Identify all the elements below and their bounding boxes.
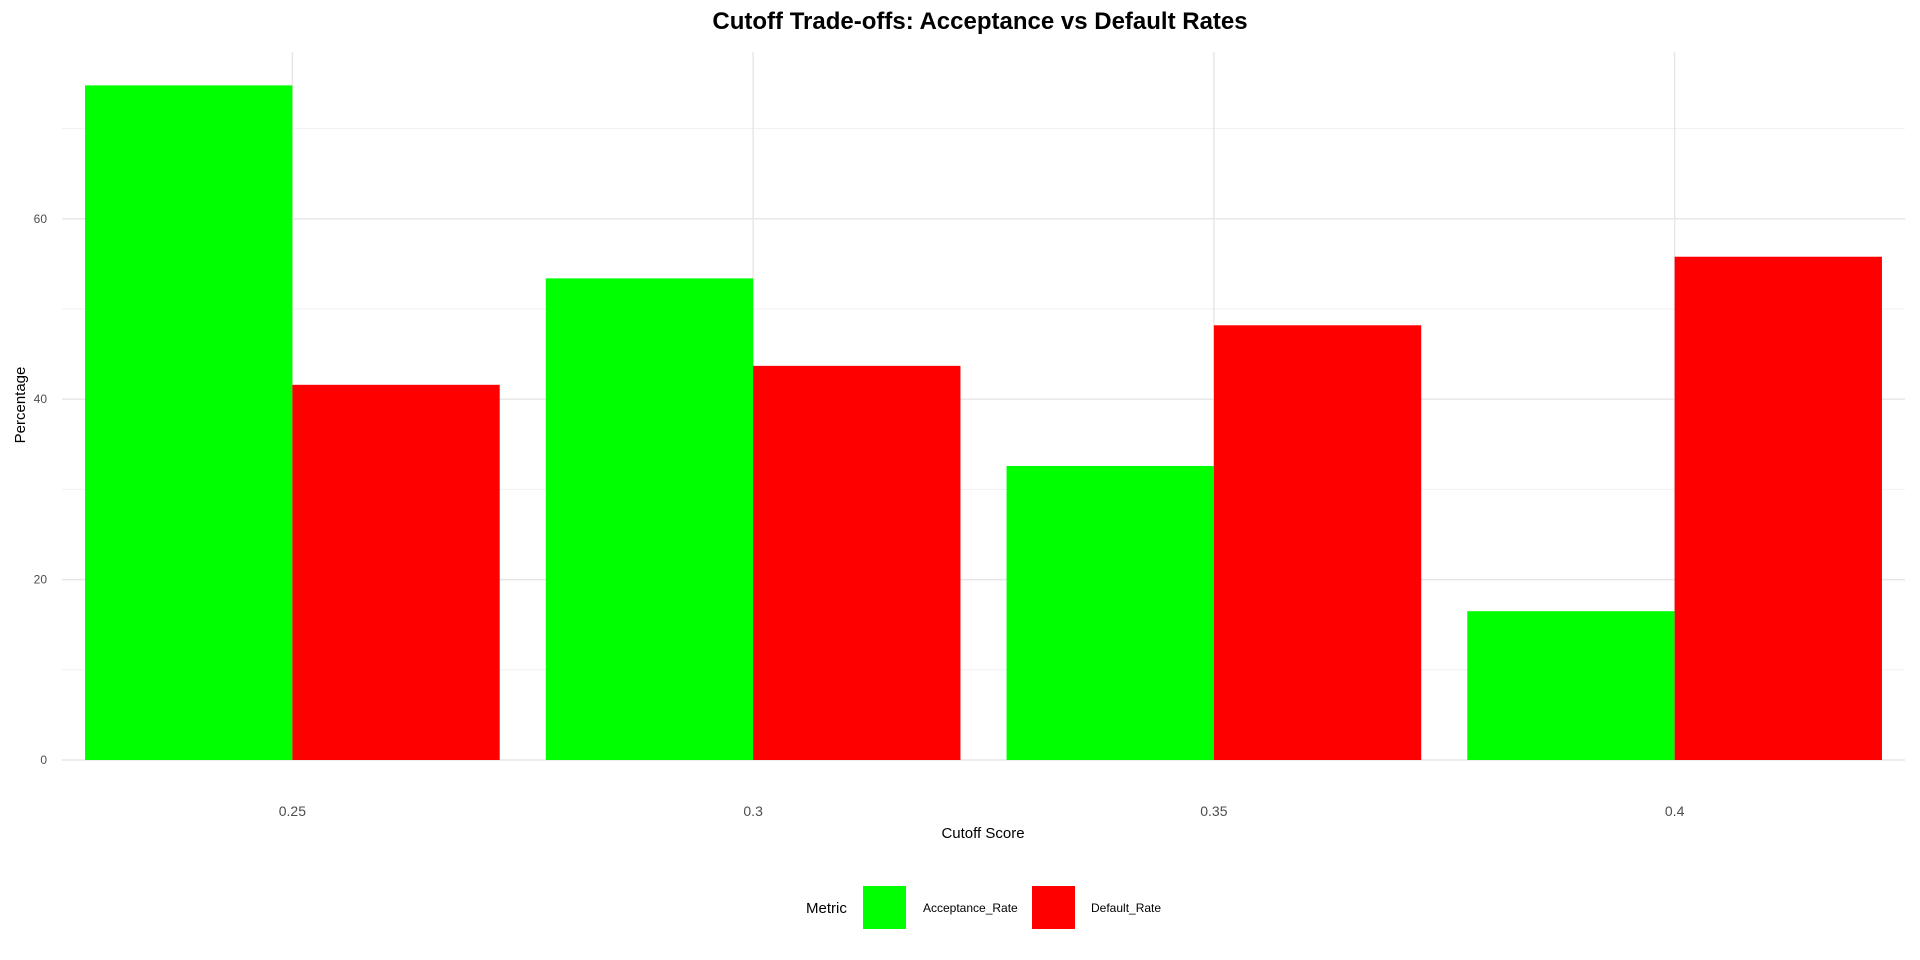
bar-default-rate-0.35 — [1213, 325, 1422, 760]
legend-label-default-rate: Default_Rate — [1091, 901, 1161, 915]
x-axis-ticks: 0.25 0.3 0.35 0.4 — [279, 803, 1685, 819]
x-axis-title: Cutoff Score — [941, 825, 1024, 842]
x-tick-label: 0.3 — [743, 803, 763, 819]
y-tick-label: 0 — [40, 753, 47, 767]
bar-acceptance-rate-0.3 — [545, 278, 754, 760]
y-tick-label: 60 — [34, 212, 48, 226]
y-axis-title: Percentage — [12, 367, 29, 444]
x-tick-label: 0.35 — [1200, 803, 1227, 819]
legend-items: Acceptance_Rate Default_Rate — [863, 886, 1161, 929]
bar-default-rate-0.25 — [292, 384, 500, 760]
legend: Metric Acceptance_Rate Default_Rate — [806, 886, 1161, 929]
y-tick-label: 20 — [34, 573, 48, 587]
y-tick-label: 40 — [34, 392, 48, 406]
y-axis-ticks: 0 20 40 60 — [34, 212, 48, 767]
legend-label-acceptance-rate: Acceptance_Rate — [923, 901, 1018, 915]
legend-key-acceptance-rate — [863, 886, 906, 929]
legend-key-default-rate — [1032, 886, 1075, 929]
bar-default-rate-0.3 — [753, 365, 961, 760]
bars — [85, 85, 1882, 760]
chart-title: Cutoff Trade-offs: Acceptance vs Default… — [712, 8, 1248, 35]
bar-acceptance-rate-0.35 — [1006, 465, 1214, 760]
bar-acceptance-rate-0.25 — [85, 85, 293, 760]
bar-default-rate-0.4 — [1674, 256, 1882, 760]
x-tick-label: 0.25 — [279, 803, 306, 819]
bar-acceptance-rate-0.4 — [1467, 611, 1675, 760]
x-tick-label: 0.4 — [1665, 803, 1685, 819]
legend-title: Metric — [806, 900, 847, 917]
